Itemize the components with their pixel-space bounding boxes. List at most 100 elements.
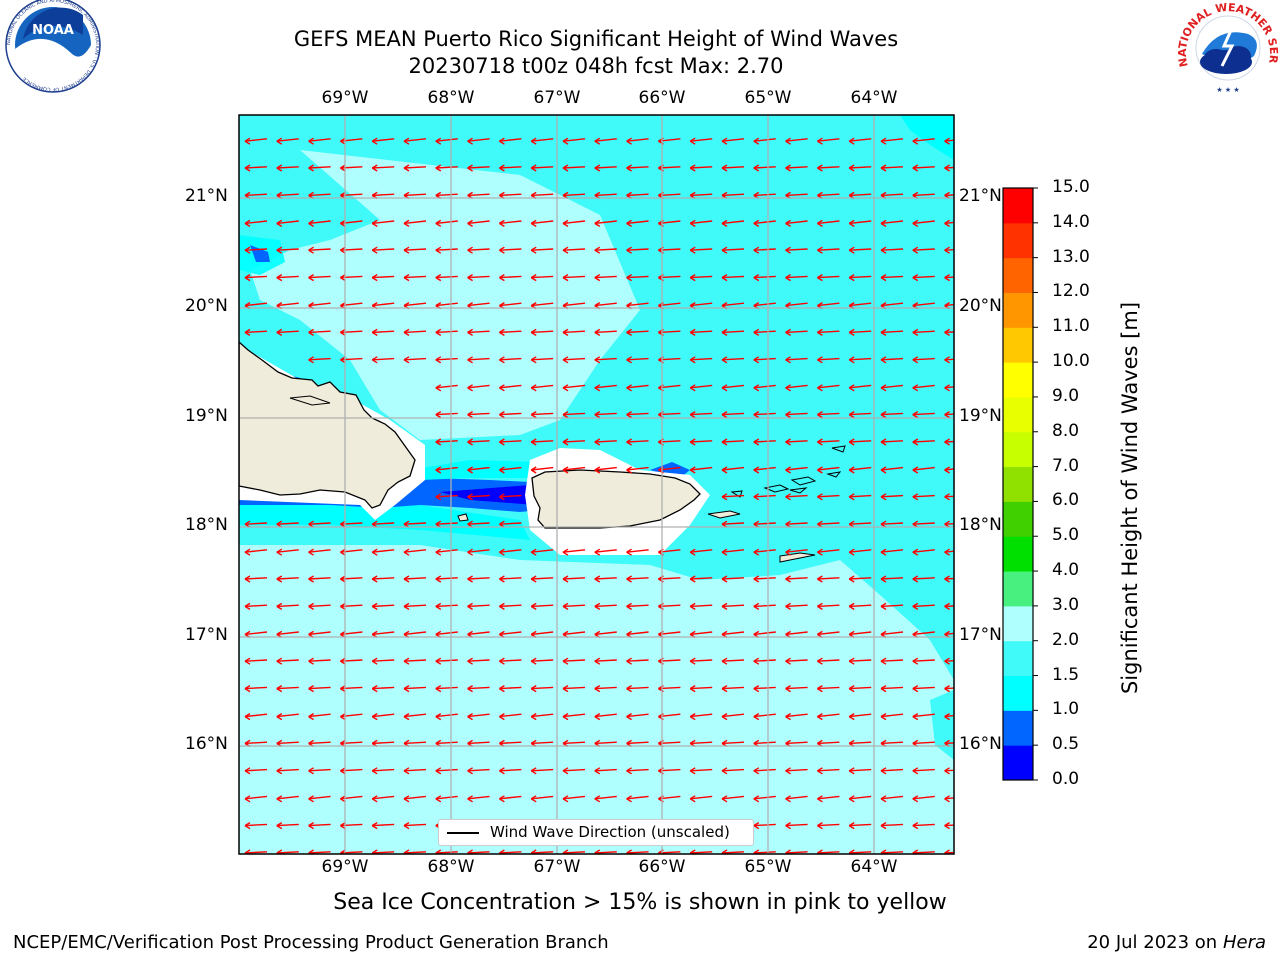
wind-arrow — [562, 549, 586, 553]
wind-arrow-head — [244, 712, 251, 721]
wind-arrow — [753, 713, 776, 718]
wind-arrow-head — [467, 219, 473, 228]
wind-arrow — [499, 248, 522, 251]
wave-height-zone-se-edge — [880, 560, 954, 680]
wind-arrow-head — [371, 246, 378, 254]
colorbar-tick-label: 6.0 — [1052, 490, 1080, 511]
wind-arrow-head — [689, 246, 696, 254]
wind-arrow-head — [562, 712, 569, 721]
wind-arrow-head — [530, 410, 537, 419]
wind-arrow — [912, 768, 935, 772]
wind-arrow — [562, 220, 586, 225]
colorbar-swatch — [1003, 605, 1033, 642]
wind-arrow — [531, 384, 554, 389]
wind-arrow-head — [276, 795, 283, 803]
wind-arrow — [403, 631, 427, 636]
wind-arrow — [721, 851, 745, 854]
wind-arrow-head — [848, 137, 855, 145]
wind-arrow-head — [880, 356, 887, 364]
wind-arrow — [435, 248, 458, 251]
wind-arrow — [912, 659, 935, 662]
wind-arrow-head — [403, 164, 410, 172]
lon-label-bottom: 65°W — [744, 857, 792, 877]
wind-arrow — [467, 220, 490, 225]
wind-arrow — [721, 275, 745, 279]
wind-arrow-head — [594, 466, 601, 474]
wind-arrow — [944, 248, 954, 251]
wind-arrow-head — [880, 712, 887, 721]
wind-arrow — [690, 302, 713, 307]
wind-arrow-head — [912, 273, 919, 282]
colorbar — [1003, 187, 1038, 781]
wind-arrow — [912, 466, 935, 471]
wind-arrow-head — [403, 712, 410, 721]
wind-arrow — [594, 166, 617, 169]
wind-arrow — [785, 466, 808, 471]
wind-arrow — [721, 248, 745, 251]
wind-arrow-head — [626, 356, 632, 364]
colorbar-tick-label: 1.5 — [1052, 664, 1080, 685]
wind-arrow-head — [499, 602, 505, 611]
wind-arrow — [880, 631, 904, 636]
wind-arrow — [880, 275, 904, 279]
wind-arrow — [403, 248, 427, 251]
wind-arrow-head — [308, 328, 314, 337]
wind-arrow — [817, 220, 840, 225]
wind-arrow — [562, 631, 586, 636]
colorbar-tick-label: 5.0 — [1052, 525, 1080, 546]
wind-arrow-head — [753, 466, 760, 474]
wind-arrow — [817, 823, 840, 827]
lat-label-left: 18°N — [185, 515, 228, 535]
legend-label: Wind Wave Direction (unscaled) — [490, 823, 730, 841]
wind-arrow-head — [594, 273, 601, 282]
wind-arrow — [626, 138, 649, 142]
wind-arrow-head — [689, 410, 696, 419]
wind-arrow-head — [499, 328, 505, 337]
wind-arrow — [594, 330, 617, 334]
wind-arrow-head — [912, 548, 919, 556]
wind-arrows — [244, 137, 954, 854]
wind-arrow — [690, 768, 713, 772]
wind-arrow-head — [594, 246, 601, 254]
colorbar-swatch — [1003, 327, 1033, 363]
wind-arrow-head — [276, 602, 283, 611]
wind-arrow — [880, 823, 904, 827]
wind-arrow — [435, 659, 458, 662]
wind-arrow-head — [848, 164, 855, 172]
wind-arrow-head — [308, 273, 314, 282]
wind-arrow-head — [880, 410, 887, 419]
wind-arrow — [944, 386, 954, 389]
wind-arrow-head — [912, 466, 919, 474]
wind-arrow — [944, 742, 954, 745]
wind-arrow-head — [817, 438, 823, 446]
wind-arrow-head — [912, 684, 919, 693]
wind-arrow-head — [594, 657, 601, 665]
wind-arrow — [594, 412, 617, 416]
wind-arrow-head — [562, 384, 569, 392]
wind-arrow-head — [276, 821, 283, 830]
wind-arrow-head — [689, 575, 696, 583]
wind-arrow — [308, 220, 331, 225]
wind-arrow-head — [499, 410, 505, 419]
wind-arrow — [817, 494, 840, 498]
wind-arrow — [308, 357, 331, 361]
wind-arrow-head — [626, 328, 632, 337]
wind-arrow — [626, 384, 649, 389]
wind-arrow-head — [848, 384, 855, 392]
wind-arrow — [817, 768, 840, 772]
wind-arrow-head — [753, 657, 760, 665]
wind-arrow-head — [594, 410, 601, 419]
wind-arrow — [562, 795, 586, 800]
wind-arrow — [785, 577, 808, 580]
wind-arrow — [753, 686, 776, 690]
lat-label-left: 16°N — [185, 734, 228, 754]
lon-label-top: 69°W — [321, 88, 369, 108]
wind-arrow-head — [785, 767, 791, 775]
wind-arrow — [340, 823, 363, 827]
wind-arrow — [435, 494, 458, 498]
wind-arrow-head — [467, 137, 473, 145]
wind-arrow-head — [785, 246, 791, 254]
wind-arrow — [340, 357, 363, 361]
wind-arrow-head — [594, 684, 601, 693]
wind-arrow — [880, 384, 904, 389]
